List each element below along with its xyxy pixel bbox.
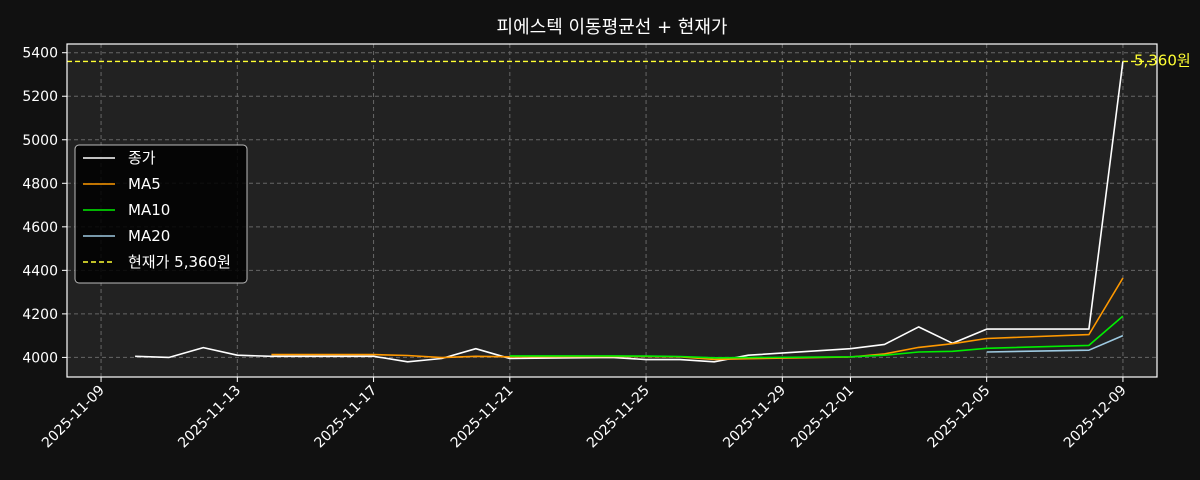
series-layer bbox=[135, 61, 1124, 363]
series-line-MA5 bbox=[271, 277, 1124, 361]
legend-label: MA20 bbox=[128, 227, 170, 245]
series-line-종가 bbox=[135, 61, 1124, 363]
plot-frame bbox=[66, 43, 1158, 378]
y-tick-label: 5200 bbox=[22, 89, 58, 105]
legend-label: 종가 bbox=[128, 149, 156, 167]
series-line-MA10 bbox=[509, 315, 1124, 359]
y-tick-label: 4400 bbox=[22, 263, 58, 279]
y-tick-label: 4000 bbox=[22, 350, 58, 366]
legend: 종가 MA5 MA10 MA20 현재가 5,360원 bbox=[74, 144, 248, 284]
legend-box bbox=[74, 144, 248, 284]
legend-label: 현재가 5,360원 bbox=[128, 253, 231, 271]
y-tick-label: 5000 bbox=[22, 133, 58, 149]
y-tick-label: 4600 bbox=[22, 220, 58, 236]
chart-title: 피에스텍 이동평균선 + 현재가 bbox=[497, 17, 728, 38]
series-line-MA20 bbox=[986, 334, 1124, 353]
y-tick-label: 4800 bbox=[22, 176, 58, 192]
legend-label: MA5 bbox=[128, 175, 161, 193]
plot-area bbox=[67, 44, 1157, 377]
y-tick-label: 4200 bbox=[22, 307, 58, 323]
legend-label: MA10 bbox=[128, 201, 170, 219]
y-tick-label: 5400 bbox=[22, 46, 58, 62]
current-price-annotation: 5,360원 bbox=[1134, 51, 1191, 69]
